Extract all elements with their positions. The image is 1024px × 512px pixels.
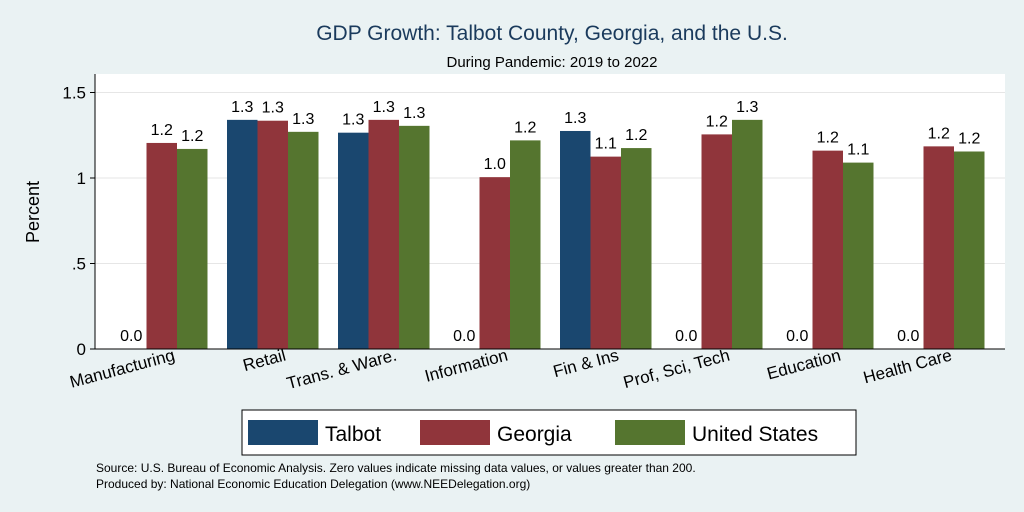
value-label: 1.2 xyxy=(514,119,536,136)
value-label: 1.3 xyxy=(403,105,425,122)
value-label: 0.0 xyxy=(897,328,919,345)
producer-note: Produced by: National Economic Education… xyxy=(96,477,530,491)
legend-swatch xyxy=(248,420,318,445)
bar-united-states xyxy=(843,162,874,349)
chart-subtitle: During Pandemic: 2019 to 2022 xyxy=(447,54,658,71)
bar-georgia xyxy=(368,119,399,349)
value-label: 0.0 xyxy=(675,328,697,345)
bar-georgia xyxy=(479,177,510,349)
value-label: 1.0 xyxy=(484,156,506,173)
bar-georgia xyxy=(590,156,621,349)
legend: Talbot Georgia United States xyxy=(248,420,818,446)
value-label: 1.2 xyxy=(817,130,839,147)
category-label: Information xyxy=(423,346,510,386)
y-axis-label: Percent xyxy=(23,181,43,243)
category-label: Trans. & Ware. xyxy=(285,346,399,394)
bars xyxy=(146,119,985,349)
value-label: 1.2 xyxy=(151,122,173,139)
legend-box xyxy=(241,409,857,456)
value-label: 1.3 xyxy=(342,112,364,129)
value-label: 0.0 xyxy=(453,328,475,345)
value-label: 1.3 xyxy=(736,99,758,116)
value-label: 1.3 xyxy=(292,111,314,128)
bar-georgia xyxy=(923,146,954,349)
category-label: Education xyxy=(765,346,843,384)
legend-label: Georgia xyxy=(497,423,572,446)
category-label: Fin & Ins xyxy=(551,346,621,382)
bar-united-states xyxy=(621,148,652,349)
value-label: 1.2 xyxy=(928,125,950,142)
value-label: 1.2 xyxy=(181,128,203,145)
category-label: Prof, Sci, Tech xyxy=(621,346,731,393)
value-labels: 0.0 1.2 1.2 1.3 1.3 1.3 1.3 1.3 1.3 0.0 1.0 1.2 1.3 1… xyxy=(120,99,980,345)
value-label: 1.2 xyxy=(706,113,728,130)
bar-georgia xyxy=(257,120,288,349)
bar-georgia xyxy=(146,142,177,349)
y-ticks: 0 .5 1 1.5 xyxy=(62,84,95,359)
bar-georgia xyxy=(701,134,732,349)
value-label: 1.3 xyxy=(373,99,395,116)
value-label: 1.3 xyxy=(231,99,253,116)
source-note: Source: U.S. Bureau of Economic Analysis… xyxy=(96,461,696,475)
y-tick-label: .5 xyxy=(72,255,86,274)
bar-united-states xyxy=(288,131,319,349)
value-label: 1.3 xyxy=(564,110,586,127)
bar-georgia xyxy=(812,150,843,349)
bar-talbot xyxy=(560,130,591,349)
value-label: 0.0 xyxy=(120,328,142,345)
bar-united-states xyxy=(732,119,763,349)
value-label: 0.0 xyxy=(786,328,808,345)
legend-swatch xyxy=(420,420,490,445)
value-label: 1.2 xyxy=(625,127,647,144)
y-tick-label: 1 xyxy=(77,169,86,188)
value-label: 1.2 xyxy=(958,130,980,147)
bar-united-states xyxy=(510,140,541,349)
bar-talbot xyxy=(227,119,258,349)
category-label: Health Care xyxy=(861,346,954,388)
category-label: Retail xyxy=(241,346,288,376)
bar-united-states xyxy=(399,125,430,349)
legend-swatch xyxy=(615,420,685,445)
value-label: 1.1 xyxy=(847,142,869,159)
y-tick-label: 0 xyxy=(77,340,86,359)
legend-label: Talbot xyxy=(325,423,381,446)
chart-title: GDP Growth: Talbot County, Georgia, and … xyxy=(316,22,788,45)
bar-united-states xyxy=(177,148,208,349)
bar-talbot xyxy=(338,132,369,349)
y-tick-label: 1.5 xyxy=(62,84,86,103)
value-label: 1.3 xyxy=(262,100,284,117)
value-label: 1.1 xyxy=(595,136,617,153)
bar-united-states xyxy=(954,151,985,349)
legend-label: United States xyxy=(692,423,818,446)
